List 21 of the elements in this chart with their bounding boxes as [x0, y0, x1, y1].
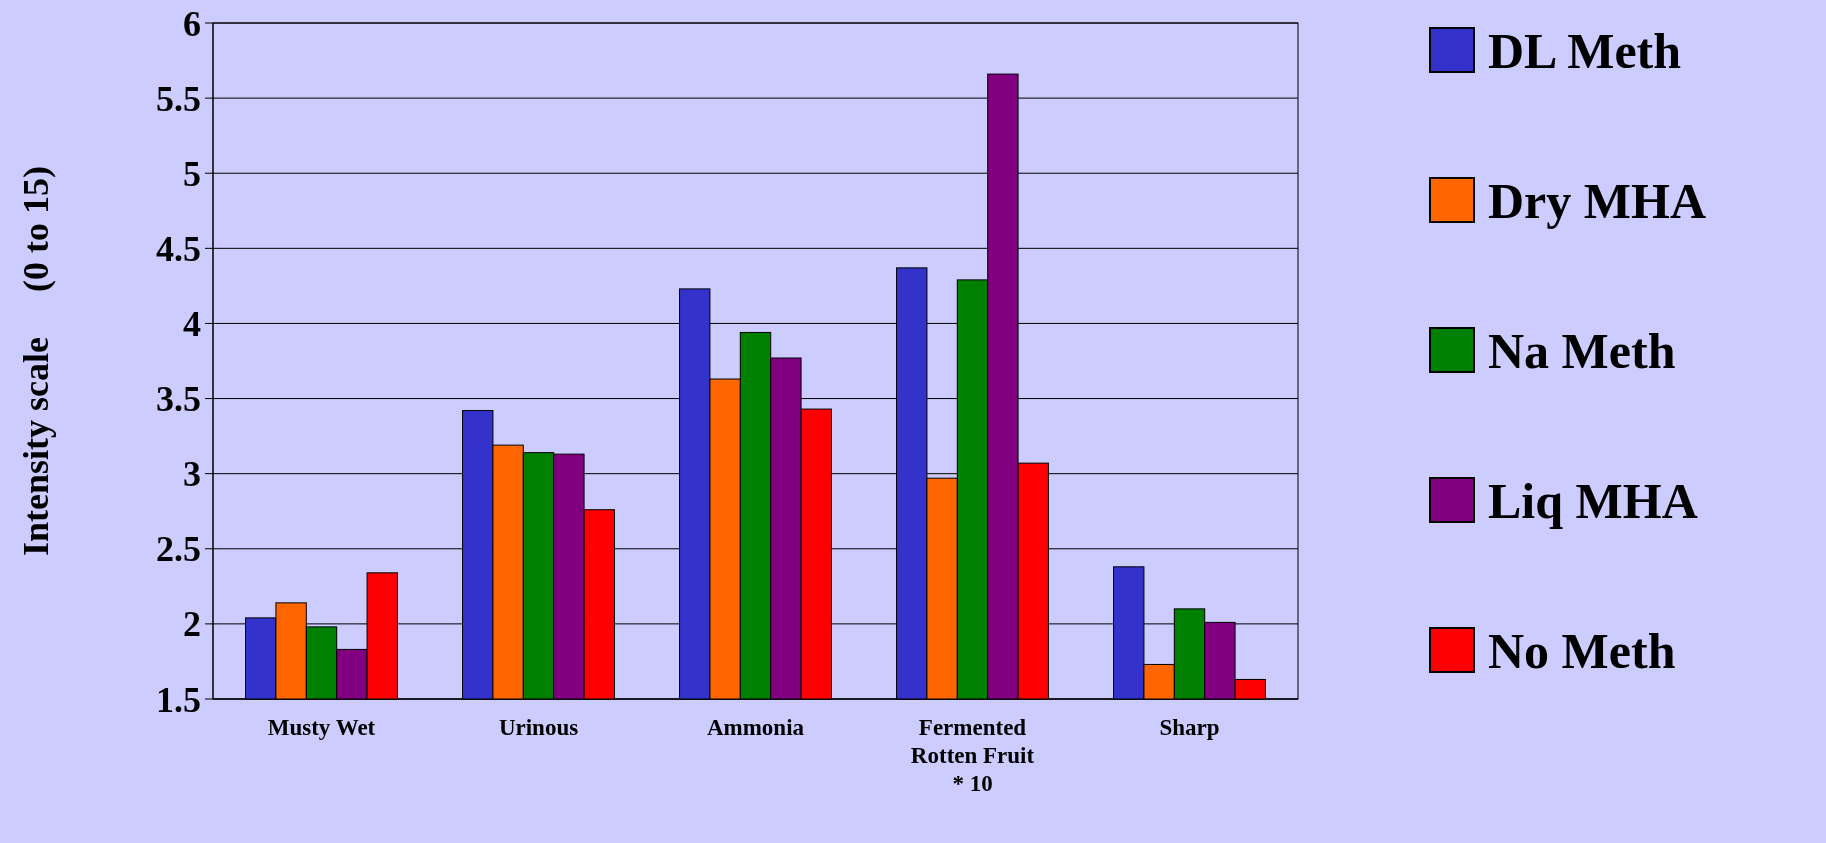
y-tick-label: 3.5: [156, 379, 201, 420]
y-tick-label: 5.5: [156, 78, 201, 119]
y-axis-title: Intensity scale (0 to 15): [16, 166, 56, 556]
y-tick-label: 3: [183, 454, 201, 495]
legend-label: Na Meth: [1488, 322, 1676, 379]
x-tick-label: Musty Wet: [267, 715, 376, 740]
x-tick-label: Sharp: [1159, 715, 1220, 740]
legend-label: No Meth: [1488, 622, 1676, 679]
x-tick-label: Ammonia: [706, 715, 805, 740]
legend-label: Liq MHA: [1488, 472, 1698, 529]
y-tick-label: 1.5: [156, 679, 201, 720]
x-tick-label: Urinous: [498, 715, 579, 740]
y-tick-label: 2: [183, 604, 201, 645]
legend-label: DL Meth: [1488, 22, 1682, 79]
y-tick-label: 4: [183, 304, 201, 345]
y-tick-label: 4.5: [156, 228, 201, 269]
y-tick-label: 5: [183, 153, 201, 194]
y-tick-label: 2.5: [156, 529, 201, 570]
legend-label: Dry MHA: [1488, 172, 1706, 229]
y-tick-label: 6: [183, 3, 201, 44]
x-tick-label: Fermented Rotten Fruit * 10: [910, 715, 1035, 796]
